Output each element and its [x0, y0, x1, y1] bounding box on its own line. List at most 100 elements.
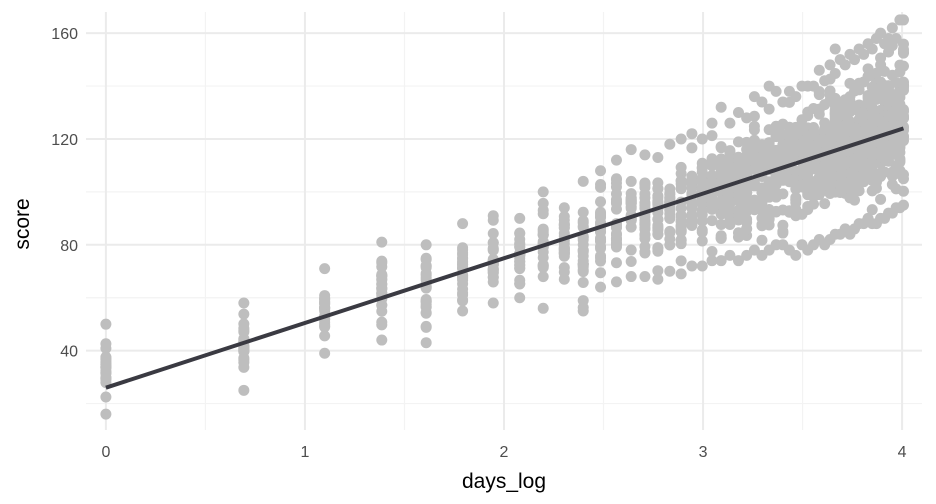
data-point	[741, 249, 753, 261]
data-point	[420, 320, 432, 332]
data-point	[319, 263, 331, 275]
data-point	[577, 258, 589, 270]
data-point	[696, 235, 708, 247]
grid-lines	[86, 12, 922, 430]
data-point	[577, 302, 589, 314]
data-point	[790, 249, 802, 261]
data-point	[858, 48, 870, 60]
data-point	[686, 175, 698, 187]
data-point	[610, 188, 622, 200]
data-point	[610, 257, 622, 269]
data-point	[675, 209, 687, 221]
data-point	[595, 165, 607, 177]
data-point	[715, 101, 727, 113]
data-point	[514, 262, 526, 274]
data-point	[875, 27, 887, 39]
data-point	[706, 246, 718, 258]
data-point	[457, 255, 469, 267]
data-point	[577, 276, 589, 288]
data-point	[610, 173, 622, 185]
data-point	[514, 278, 526, 290]
data-point	[652, 265, 664, 277]
data-point	[862, 70, 874, 82]
data-point	[457, 305, 469, 317]
data-point	[664, 208, 676, 220]
x-tick-label: 4	[898, 444, 907, 461]
data-point	[886, 22, 898, 34]
data-point	[639, 271, 651, 283]
data-point	[376, 236, 388, 248]
data-point	[732, 107, 744, 119]
data-point	[724, 171, 736, 183]
data-point	[652, 224, 664, 236]
data-point	[829, 92, 841, 104]
data-point	[577, 175, 589, 187]
data-point	[686, 142, 698, 154]
data-point	[839, 59, 851, 71]
data-point	[652, 192, 664, 204]
data-point	[686, 260, 698, 272]
data-point	[696, 226, 708, 238]
data-point	[652, 213, 664, 225]
data-point	[625, 144, 637, 156]
data-point	[577, 215, 589, 227]
data-point	[748, 124, 760, 136]
data-point	[664, 187, 676, 199]
data-point	[652, 152, 664, 164]
data-point	[238, 324, 250, 336]
data-point	[897, 199, 909, 211]
data-point	[420, 337, 432, 349]
data-point	[487, 297, 499, 309]
x-axis-title: days_log	[462, 470, 546, 493]
data-point	[756, 234, 768, 246]
data-point	[696, 205, 708, 217]
data-point	[537, 227, 549, 239]
data-point	[595, 196, 607, 208]
data-point	[652, 273, 664, 285]
data-point	[696, 162, 708, 174]
data-point	[664, 233, 676, 245]
data-points	[100, 14, 909, 420]
data-point	[897, 173, 909, 185]
data-point	[897, 104, 909, 116]
data-point	[558, 262, 570, 274]
data-point	[625, 221, 637, 233]
data-point	[420, 262, 432, 274]
data-point	[610, 232, 622, 244]
data-point	[376, 270, 388, 282]
data-point	[639, 178, 651, 190]
data-point	[100, 318, 112, 330]
data-point	[715, 218, 727, 230]
data-point	[741, 223, 753, 235]
data-point	[777, 188, 789, 200]
data-point	[457, 283, 469, 295]
data-point	[897, 80, 909, 92]
data-point	[577, 206, 589, 218]
data-point	[514, 241, 526, 253]
data-point	[829, 43, 841, 55]
data-point	[639, 233, 651, 245]
data-point	[696, 260, 708, 272]
data-point	[610, 276, 622, 288]
data-point	[675, 255, 687, 267]
data-point	[675, 234, 687, 246]
data-point	[625, 244, 637, 256]
data-point	[514, 292, 526, 304]
data-point	[675, 161, 687, 173]
data-point	[595, 181, 607, 193]
data-point	[686, 128, 698, 140]
data-point	[537, 302, 549, 314]
data-point	[790, 91, 802, 103]
data-point	[897, 112, 909, 124]
data-point	[724, 117, 736, 129]
data-point	[537, 259, 549, 271]
data-point	[376, 282, 388, 294]
data-point	[100, 352, 112, 364]
data-point	[595, 267, 607, 279]
data-point	[420, 239, 432, 251]
data-point	[625, 255, 637, 267]
data-point	[558, 202, 570, 214]
data-point	[238, 384, 250, 396]
data-point	[319, 321, 331, 333]
